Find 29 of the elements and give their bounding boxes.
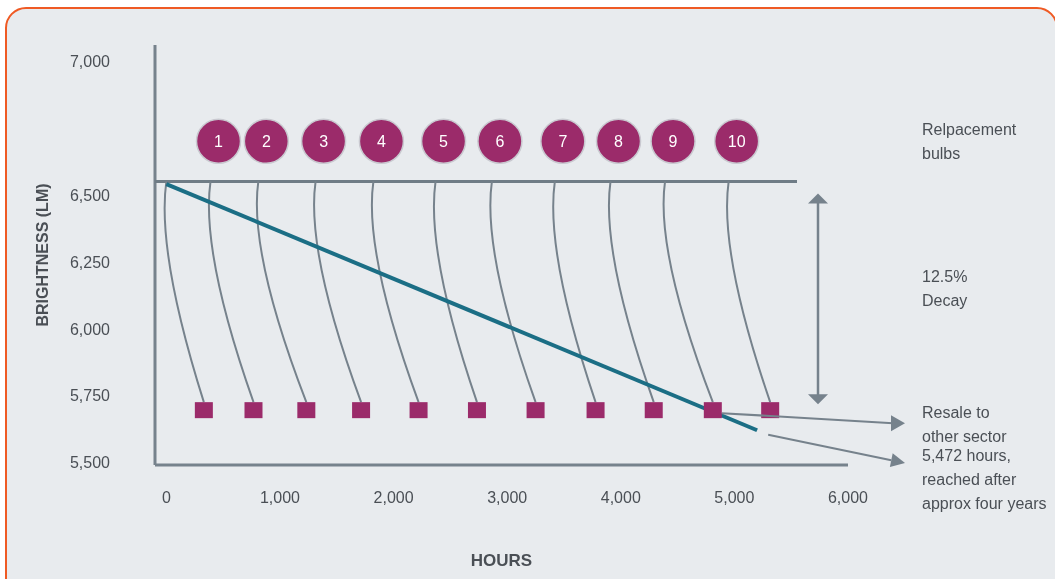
x-axis-title: HOURS [470, 551, 533, 570]
y-tick-label: 5,500 [69, 454, 111, 472]
y-axis-title: BRIGHTNESS (LM) [34, 183, 51, 327]
x-tick-label: 4,000 [600, 489, 641, 506]
x-tick-label: 0 [161, 489, 171, 506]
y-tick-label: 6,000 [69, 320, 111, 338]
text: 5,472 hours, reached after approx four years [922, 447, 1047, 512]
y-tick-label: 5,750 [69, 387, 111, 405]
text: Relpacement bulbs [922, 121, 1017, 163]
text: Resale to other sector [922, 404, 1008, 446]
y-tick-label: 6,250 [69, 253, 111, 271]
annotation: 8 [614, 133, 624, 151]
annotation: 7 [558, 133, 568, 151]
annotation: 9 [668, 133, 678, 151]
text: 12.5% Decay [922, 267, 968, 309]
x-tick-label: 6,000 [827, 489, 869, 506]
annotation: 10 [727, 133, 746, 151]
annotation: 6 [495, 133, 505, 151]
y-tick-label: 6,500 [69, 186, 111, 204]
annotation: 1 [214, 133, 224, 151]
annotation: 5 [439, 133, 449, 151]
y-tick-label: 7,000 [69, 53, 111, 71]
annotation: 4 [376, 133, 386, 151]
x-tick-label: 5,000 [714, 489, 755, 506]
x-tick-label: 3,000 [487, 489, 528, 506]
annotation: 3 [319, 133, 329, 151]
x-tick-label: 2,000 [373, 489, 414, 506]
x-tick-label: 1,000 [259, 489, 301, 506]
annotation: 2 [261, 133, 271, 151]
